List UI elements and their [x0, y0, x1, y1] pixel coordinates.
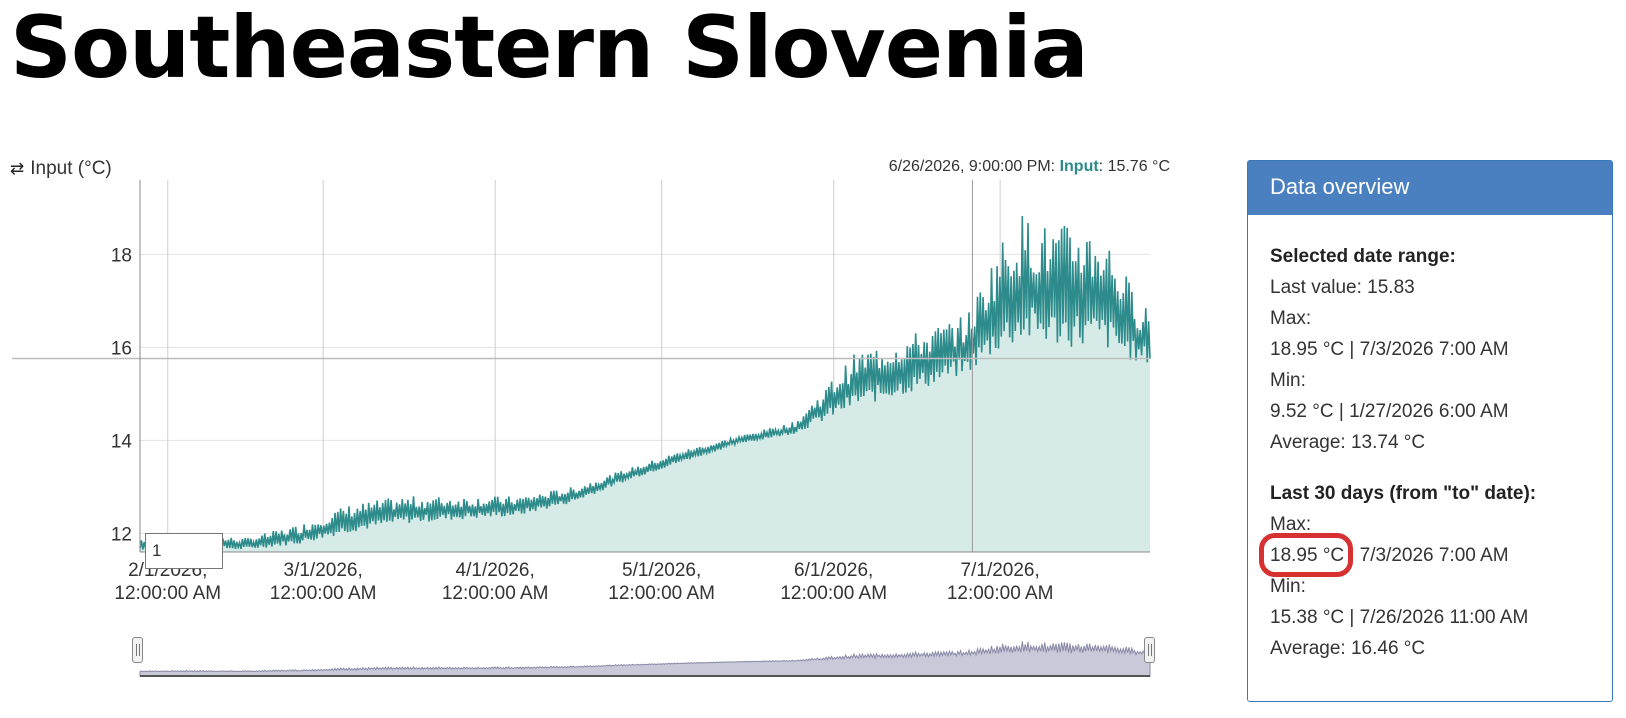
balloon-value: : 15.76 °C — [1098, 158, 1170, 175]
x-tick-label: 4/1/2026, — [456, 560, 535, 581]
max-label: Max: — [1270, 308, 1312, 329]
last-30-min-value: 15.38 °C | 7/26/2026 11:00 AM — [1270, 607, 1529, 628]
series-area-fill — [140, 216, 1150, 552]
scrollbar-right-handle[interactable] — [1144, 637, 1155, 663]
series-line-input — [139, 215, 1151, 550]
page-title: Southeastern Slovenia — [10, 0, 1089, 98]
y-tick-label: 16 — [111, 338, 132, 359]
balloon-date: 6/26/2026, 9:00:00 PM: — [888, 158, 1056, 175]
y-axis-label: Input (°C) — [30, 158, 112, 179]
cursor-balloon: 6/26/2026, 9:00:00 PM: Input: 15.76 °C — [889, 158, 1170, 176]
x-tick-label: 5/1/2026, — [622, 560, 701, 581]
x-tick-label: 12:00:00 AM — [608, 583, 715, 604]
x-tick-label: 12:00:00 AM — [270, 583, 377, 604]
x-tick-label: 12:00:00 AM — [442, 583, 549, 604]
data-overview-panel: Data overview Selected date range: Last … — [1247, 160, 1613, 702]
max-value: 18.95 °C | 7/3/2026 7:00 AM — [1270, 339, 1509, 360]
y-axis-header: ⇄ Input (°C) — [10, 158, 112, 180]
last-30-max-value: 18.95 °C | 7/3/2026 7:00 AM — [1258, 533, 1590, 577]
x-tick-label: 12:00:00 AM — [114, 583, 221, 604]
scrollbar-left-handle[interactable] — [132, 637, 143, 663]
last-30-min-label: Min: — [1270, 576, 1306, 597]
selected-range-heading: Selected date range: — [1270, 246, 1456, 267]
x-tick-label: 7/1/2026, — [961, 560, 1040, 581]
x-tick-label: 3/1/2026, — [284, 560, 363, 581]
x-tick-label: 6/1/2026, — [794, 560, 873, 581]
last-30-max-date: | 7/3/2026 7:00 AM — [1344, 545, 1509, 566]
balloon-series: Input — [1059, 158, 1099, 175]
highlighted-max-temp: 18.95 °C — [1258, 533, 1354, 577]
y-tick-label: 12 — [111, 524, 132, 545]
swap-arrows-icon[interactable]: ⇄ — [10, 159, 25, 178]
min-label: Min: — [1270, 370, 1306, 391]
last-value: Last value: 15.83 — [1270, 277, 1415, 298]
last-30-heading: Last 30 days (from "to" date): — [1270, 483, 1537, 504]
date-range-input[interactable] — [145, 533, 223, 569]
panel-title: Data overview — [1248, 161, 1612, 215]
last-30-max-label: Max: — [1270, 514, 1312, 535]
x-tick-label: 12:00:00 AM — [947, 583, 1054, 604]
x-tick-label: 12:00:00 AM — [780, 583, 887, 604]
average-value: Average: 13.74 °C — [1270, 432, 1426, 453]
min-value: 9.52 °C | 1/27/2026 6:00 AM — [1270, 401, 1509, 422]
y-tick-label: 14 — [111, 431, 133, 452]
last-30-average: Average: 16.46 °C — [1270, 638, 1426, 659]
navigator-preview — [139, 641, 1151, 677]
y-tick-label: 18 — [111, 245, 132, 266]
